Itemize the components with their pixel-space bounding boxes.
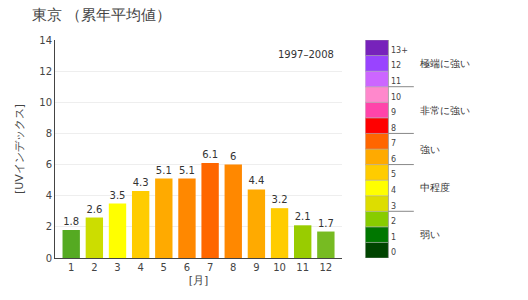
- svg-text:10: 10: [39, 97, 52, 108]
- svg-text:6: 6: [184, 262, 190, 273]
- svg-text:2.1: 2.1: [295, 211, 311, 222]
- svg-text:12: 12: [391, 61, 401, 70]
- svg-text:4.4: 4.4: [248, 175, 264, 186]
- svg-text:8: 8: [391, 124, 396, 133]
- svg-text:6: 6: [46, 159, 52, 170]
- svg-text:1: 1: [68, 262, 74, 273]
- svg-text:9: 9: [253, 262, 259, 273]
- svg-text:東京 （累年平均値）: 東京 （累年平均値）: [32, 6, 172, 24]
- svg-text:3: 3: [391, 201, 396, 210]
- svg-text:6.1: 6.1: [202, 149, 218, 160]
- svg-text:12: 12: [319, 262, 332, 273]
- svg-text:2: 2: [46, 221, 52, 232]
- svg-text:強い: 強い: [420, 144, 440, 155]
- svg-text:10: 10: [391, 92, 401, 101]
- svg-text:非常に強い: 非常に強い: [420, 105, 470, 116]
- svg-text:弱い: 弱い: [420, 229, 440, 240]
- svg-text:8: 8: [46, 128, 52, 139]
- svg-text:0: 0: [391, 248, 396, 257]
- svg-text:13+: 13+: [391, 46, 408, 55]
- svg-text:5: 5: [391, 170, 396, 179]
- svg-text:3: 3: [114, 262, 120, 273]
- svg-text:14: 14: [39, 35, 52, 46]
- svg-text:1.8: 1.8: [63, 216, 79, 227]
- svg-text:中程度: 中程度: [420, 182, 450, 193]
- svg-text:6: 6: [230, 151, 236, 162]
- svg-text:[月]: [月]: [189, 274, 209, 287]
- svg-text:7: 7: [207, 262, 213, 273]
- svg-text:4: 4: [137, 262, 143, 273]
- svg-text:2.6: 2.6: [86, 204, 102, 215]
- svg-text:4.3: 4.3: [133, 177, 149, 188]
- svg-text:10: 10: [273, 262, 286, 273]
- svg-text:2: 2: [91, 262, 97, 273]
- svg-text:6: 6: [391, 155, 396, 164]
- svg-text:[UVインデックス]: [UVインデックス]: [13, 104, 26, 194]
- svg-text:5: 5: [161, 262, 167, 273]
- svg-text:1997–2008: 1997–2008: [278, 49, 334, 60]
- svg-text:4: 4: [391, 186, 396, 195]
- svg-text:12: 12: [39, 66, 52, 77]
- svg-text:3.5: 3.5: [110, 190, 126, 201]
- svg-text:5.1: 5.1: [156, 165, 172, 176]
- svg-text:8: 8: [230, 262, 236, 273]
- svg-text:7: 7: [391, 139, 396, 148]
- svg-text:0: 0: [46, 253, 52, 264]
- svg-text:11: 11: [296, 262, 309, 273]
- svg-text:3.2: 3.2: [272, 194, 288, 205]
- svg-text:2: 2: [391, 217, 396, 226]
- svg-text:極端に強い: 極端に強い: [420, 58, 470, 69]
- svg-text:1: 1: [391, 233, 396, 242]
- svg-text:9: 9: [391, 108, 396, 117]
- svg-text:11: 11: [391, 77, 401, 86]
- svg-text:1.7: 1.7: [318, 218, 334, 229]
- svg-text:5.1: 5.1: [179, 165, 195, 176]
- svg-text:4: 4: [46, 190, 52, 201]
